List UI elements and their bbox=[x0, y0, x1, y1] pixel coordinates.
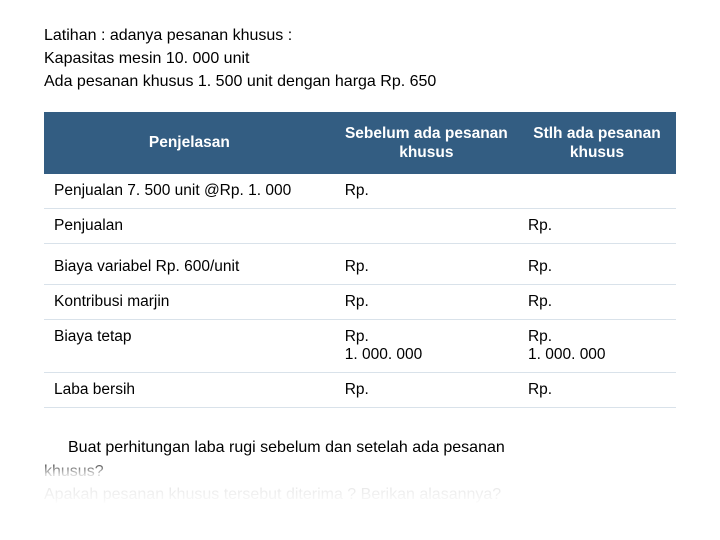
intro-line-1: Latihan : adanya pesanan khusus : bbox=[44, 24, 676, 47]
cell-before: Rp. bbox=[335, 244, 518, 285]
intro-line-3: Ada pesanan khusus 1. 500 unit dengan ha… bbox=[44, 70, 676, 93]
cell-after: Rp. 1. 000. 000 bbox=[518, 320, 676, 373]
table-header-row: Penjelasan Sebelum ada pesanan khusus St… bbox=[44, 112, 676, 175]
cell-before: Rp. bbox=[335, 373, 518, 408]
slide-page: Latihan : adanya pesanan khusus : Kapasi… bbox=[0, 0, 720, 540]
question-1-line-b: khusus? bbox=[44, 460, 676, 483]
table-row: Penjualan 7. 500 unit @Rp. 1. 000 Rp. bbox=[44, 174, 676, 209]
table-row: Biaya tetap Rp. 1. 000. 000 Rp. 1. 000. … bbox=[44, 320, 676, 373]
col-header-setelah: Stlh ada pesanan khusus bbox=[518, 112, 676, 175]
cell-before: Rp. 1. 000. 000 bbox=[335, 320, 518, 373]
cell-desc: Biaya tetap bbox=[44, 320, 335, 373]
question-1-line-a: Buat perhitungan laba rugi sebelum dan s… bbox=[44, 436, 676, 459]
cell-before bbox=[335, 209, 518, 244]
table-row: Kontribusi marjin Rp. Rp. bbox=[44, 285, 676, 320]
question-2: Apakah pesanan khusus tersebut diterima … bbox=[44, 483, 676, 506]
intro-block: Latihan : adanya pesanan khusus : Kapasi… bbox=[44, 24, 676, 94]
cell-after: Rp. bbox=[518, 244, 676, 285]
cell-after: Rp. bbox=[518, 209, 676, 244]
cell-after: Rp. bbox=[518, 285, 676, 320]
cell-after: Rp. bbox=[518, 373, 676, 408]
cell-desc: Biaya variabel Rp. 600/unit bbox=[44, 244, 335, 285]
cell-before: Rp. bbox=[335, 285, 518, 320]
table-row: Biaya variabel Rp. 600/unit Rp. Rp. bbox=[44, 244, 676, 285]
cell-desc: Penjualan bbox=[44, 209, 335, 244]
cell-desc: Kontribusi marjin bbox=[44, 285, 335, 320]
col-header-penjelasan: Penjelasan bbox=[44, 112, 335, 175]
cell-before: Rp. bbox=[335, 174, 518, 209]
table-row: Laba bersih Rp. Rp. bbox=[44, 373, 676, 408]
intro-line-2: Kapasitas mesin 10. 000 unit bbox=[44, 47, 676, 70]
questions-block: Buat perhitungan laba rugi sebelum dan s… bbox=[44, 436, 676, 506]
col-header-sebelum: Sebelum ada pesanan khusus bbox=[335, 112, 518, 175]
table-row: Penjualan Rp. bbox=[44, 209, 676, 244]
cell-desc: Penjualan 7. 500 unit @Rp. 1. 000 bbox=[44, 174, 335, 209]
cell-after bbox=[518, 174, 676, 209]
exercise-table: Penjelasan Sebelum ada pesanan khusus St… bbox=[44, 112, 676, 409]
cell-desc: Laba bersih bbox=[44, 373, 335, 408]
